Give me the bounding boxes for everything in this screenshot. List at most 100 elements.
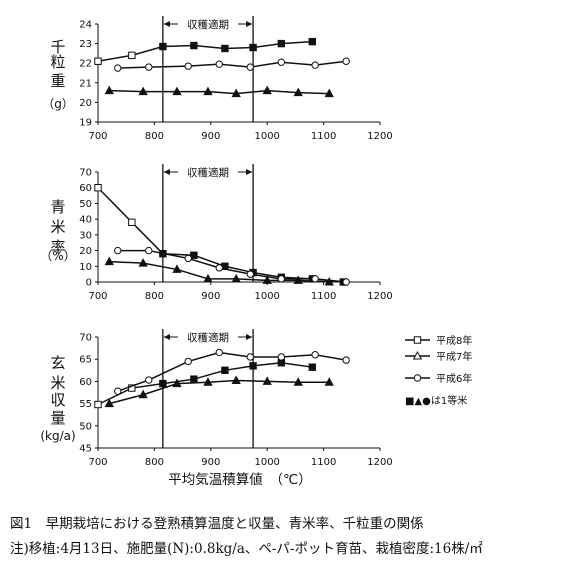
x-tick-label: 1100 bbox=[311, 291, 336, 302]
data-point-square bbox=[94, 57, 102, 65]
data-point-triangle bbox=[293, 87, 303, 97]
data-point-square bbox=[190, 251, 198, 259]
y-tick-label: 50 bbox=[79, 199, 92, 210]
series-line bbox=[117, 60, 347, 69]
data-point-triangle bbox=[172, 378, 182, 388]
data-point-circle bbox=[246, 353, 254, 361]
y-axis-label-char: 米 bbox=[50, 374, 65, 392]
data-point-triangle bbox=[293, 377, 303, 386]
data-point-square bbox=[94, 184, 102, 192]
data-point-circle bbox=[114, 246, 122, 255]
data-point-triangle bbox=[231, 375, 241, 385]
y-tick-label: 55 bbox=[79, 399, 92, 410]
data-point-circle bbox=[145, 246, 153, 255]
data-point-square bbox=[190, 41, 198, 50]
series-circle bbox=[114, 57, 350, 72]
data-point-triangle bbox=[138, 86, 148, 96]
x-axis-label: 平均気温積算値 （℃） bbox=[168, 472, 311, 488]
y-tick-label: 0 bbox=[86, 278, 92, 289]
data-point-triangle bbox=[324, 88, 334, 98]
harvest-band-label: 収穫適期 bbox=[187, 18, 229, 31]
legend-marker-circle bbox=[413, 374, 422, 382]
data-point-triangle bbox=[262, 275, 272, 284]
data-point-circle bbox=[215, 60, 223, 68]
y-tick-label: 20 bbox=[79, 246, 92, 257]
chart-green-rice-rate: 0 10 20 30 40 50 60 70 700 800 900 1000 1100 1200 収穫適期… bbox=[40, 164, 393, 302]
data-point-triangle bbox=[138, 389, 148, 399]
data-point-triangle bbox=[203, 377, 213, 386]
y-axis-label-char: 粒 bbox=[50, 53, 65, 71]
data-point-triangle bbox=[138, 258, 148, 267]
data-point-circle bbox=[311, 351, 319, 359]
data-point-triangle bbox=[104, 398, 114, 408]
data-point-triangle bbox=[104, 85, 114, 95]
data-point-triangle bbox=[262, 85, 272, 95]
data-point-circle bbox=[145, 63, 153, 71]
data-point-triangle bbox=[231, 273, 241, 283]
harvest-arrowhead-right bbox=[246, 334, 253, 340]
y-axis-label-char: 千 bbox=[50, 38, 65, 56]
y-tick-label: 30 bbox=[79, 230, 92, 241]
series-triangle bbox=[104, 375, 334, 408]
legend-label: 平成7年 bbox=[436, 350, 472, 363]
y-tick-label: 21 bbox=[79, 78, 92, 89]
data-point-circle bbox=[215, 348, 223, 357]
data-point-square bbox=[128, 51, 136, 60]
data-point-circle bbox=[342, 356, 350, 364]
y-tick-label: 70 bbox=[79, 333, 92, 344]
data-point-circle bbox=[311, 275, 319, 283]
data-point-triangle bbox=[324, 377, 334, 386]
harvest-band-label: 収穫適期 bbox=[187, 166, 229, 179]
data-point-circle bbox=[184, 357, 192, 366]
harvest-arrowhead-left bbox=[163, 21, 170, 27]
data-point-circle bbox=[277, 353, 285, 361]
data-point-circle bbox=[215, 264, 223, 272]
x-tick-label: 800 bbox=[145, 131, 164, 142]
y-tick-label: 22 bbox=[79, 59, 92, 70]
y-axis-label-char: （%） bbox=[40, 249, 75, 263]
data-point-square bbox=[308, 363, 317, 371]
data-point-circle bbox=[145, 376, 153, 384]
data-point-square bbox=[249, 362, 257, 370]
x-tick-label: 1100 bbox=[311, 131, 336, 142]
harvest-arrowhead-right bbox=[246, 169, 253, 175]
series-square bbox=[94, 359, 317, 409]
data-point-circle bbox=[114, 64, 122, 72]
y-axis-label-char: 収 bbox=[50, 391, 65, 409]
chart-brown-rice-yield: 45 50 55 60 65 70 700 800 900 1000 1100 1200 収穫適期玄米収… bbox=[40, 329, 393, 488]
y-tick-label: 60 bbox=[79, 183, 92, 194]
data-point-square bbox=[159, 379, 167, 388]
data-point-triangle bbox=[172, 86, 182, 96]
series-circle bbox=[114, 348, 350, 395]
x-tick-label: 1000 bbox=[254, 457, 279, 468]
series-triangle bbox=[104, 85, 334, 98]
data-point-square bbox=[190, 375, 198, 383]
series-line bbox=[97, 361, 313, 406]
data-point-circle bbox=[342, 278, 350, 286]
data-point-circle bbox=[311, 61, 319, 69]
data-point-circle bbox=[277, 275, 285, 283]
y-tick-label: 20 bbox=[79, 98, 92, 109]
x-tick-label: 1200 bbox=[367, 457, 392, 468]
y-axis-label-char: 青 bbox=[50, 198, 65, 216]
x-tick-label: 1200 bbox=[367, 291, 392, 302]
y-tick-label: 60 bbox=[79, 377, 92, 388]
series-line bbox=[97, 40, 313, 62]
legend-label: 平成8年 bbox=[436, 334, 472, 347]
y-axis-label-char: 玄 bbox=[50, 354, 65, 372]
series-line bbox=[109, 260, 330, 283]
series-line bbox=[109, 379, 330, 405]
data-point-triangle bbox=[172, 264, 182, 273]
x-tick-label: 900 bbox=[201, 131, 220, 142]
legend-note: ■▲●は1等米 bbox=[405, 394, 467, 407]
y-tick-label: 45 bbox=[79, 444, 92, 455]
figure-note: 注)移植:4月13日、施肥量(N):0.8kg/a、ペ-パ-ポット育苗、栽植密度… bbox=[10, 541, 483, 557]
legend-label: 平成6年 bbox=[436, 372, 472, 385]
y-tick-label: 70 bbox=[79, 168, 92, 179]
y-tick-label: 65 bbox=[79, 355, 92, 366]
data-point-triangle bbox=[203, 273, 213, 283]
data-point-square bbox=[221, 44, 229, 53]
harvest-arrowhead-right bbox=[246, 21, 253, 27]
data-point-square bbox=[94, 400, 102, 409]
